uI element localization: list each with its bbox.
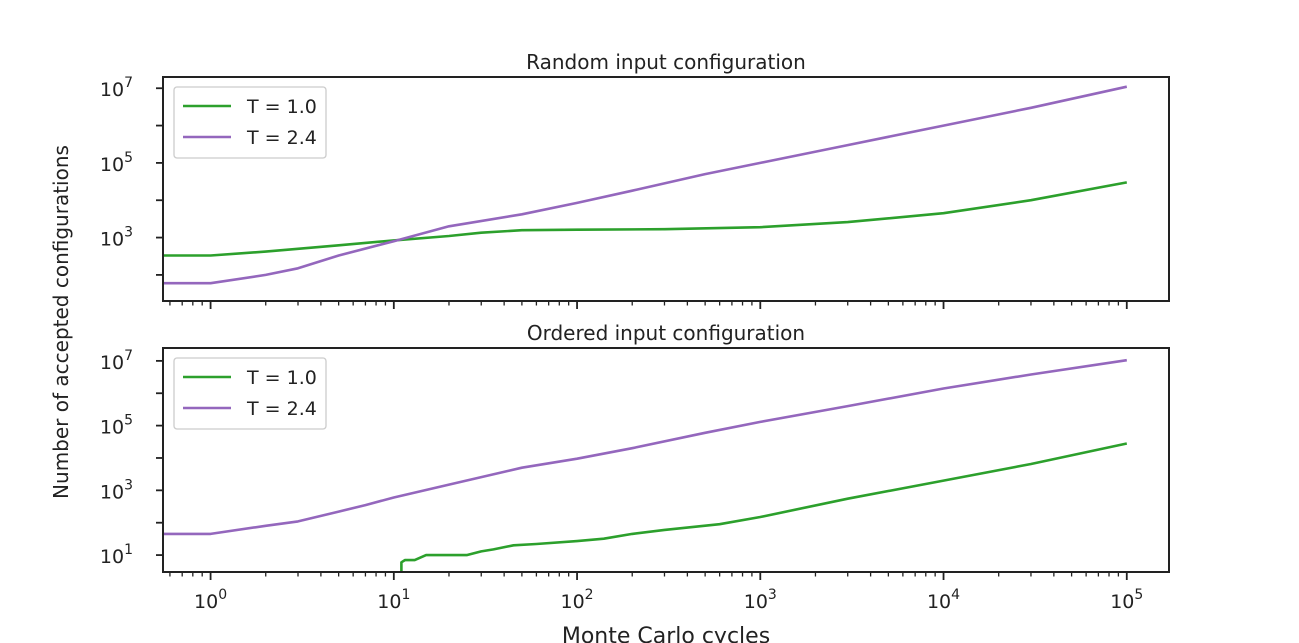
- series-lines: [163, 358, 1128, 572]
- x-tick-label: 104: [927, 587, 960, 613]
- figure-x-axis-label: Monte Carlo cycles: [562, 624, 770, 643]
- series-line-t-1-0: [400, 442, 1128, 572]
- legend-label: T = 2.4: [246, 398, 317, 420]
- figure-y-axis-label: Number of accepted configurations: [49, 145, 73, 499]
- random-config-panel: Random input configuration 103 105 107 T = 1…: [100, 50, 1170, 309]
- y-tick-label: 107: [100, 75, 133, 101]
- x-tick-label: 102: [560, 587, 593, 613]
- x-tick-label: 103: [744, 587, 777, 613]
- x-tick-label: 101: [377, 587, 410, 613]
- legend-label: T = 1.0: [246, 367, 317, 389]
- legend: T = 1.0 T = 2.4: [173, 86, 327, 159]
- y-tick-label: 105: [100, 150, 133, 176]
- x-tick-label: 100: [194, 587, 227, 613]
- x-tick-label: 105: [1110, 587, 1143, 613]
- series-line-t-2-4: [163, 85, 1128, 285]
- y-tick-label: 103: [100, 477, 133, 503]
- legend-label: T = 1.0: [246, 96, 317, 118]
- plot-frame: [162, 76, 1170, 302]
- y-tick-label: 107: [100, 348, 133, 374]
- chart-title: Ordered input configuration: [527, 321, 805, 345]
- y-tick-label: 101: [100, 542, 133, 568]
- legend-label: T = 2.4: [246, 127, 317, 149]
- chart-title: Random input configuration: [526, 50, 806, 74]
- plot-frame: [162, 347, 1170, 573]
- y-tick-label: 103: [100, 225, 133, 251]
- ordered-config-panel: Ordered input configuration 100 101 102 103 1…: [100, 321, 1170, 613]
- series-line-t-2-4: [163, 358, 1127, 536]
- series-lines: [163, 85, 1128, 285]
- series-line-t-1-0: [163, 181, 1128, 257]
- y-tick-label: 105: [100, 413, 133, 439]
- legend: T = 1.0 T = 2.4: [173, 357, 327, 430]
